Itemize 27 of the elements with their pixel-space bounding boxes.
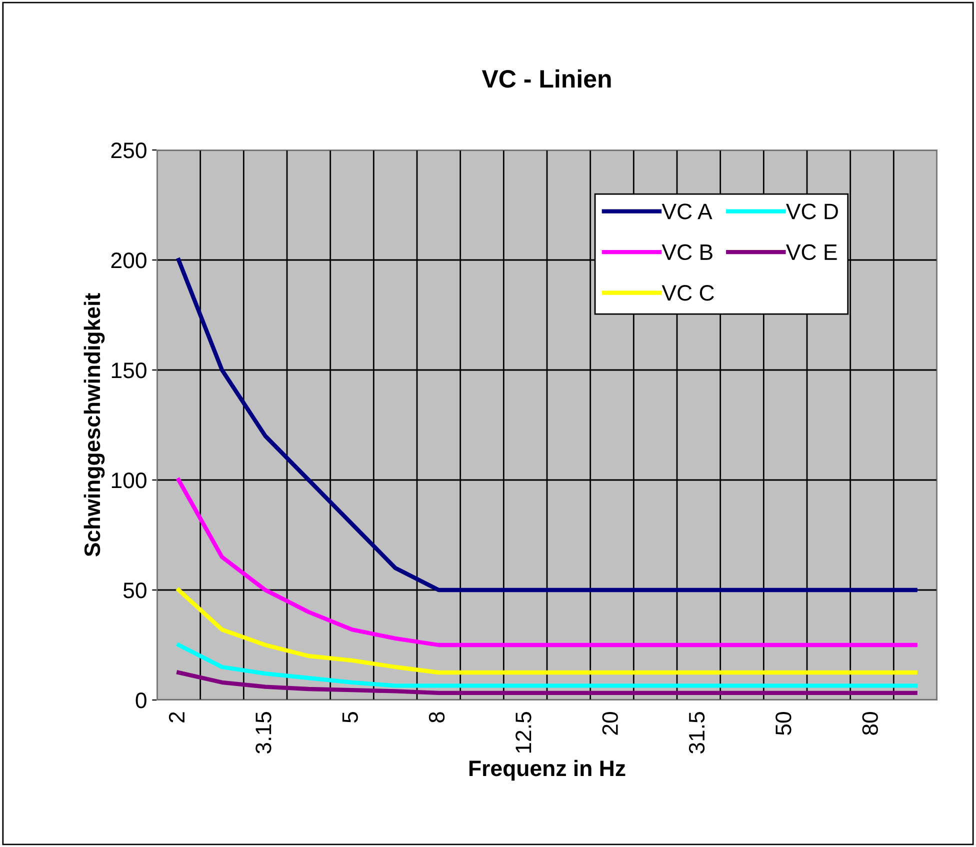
y-tick-label: 250 [111, 142, 146, 158]
legend-label: VC C [662, 285, 714, 301]
y-tick-label: 100 [112, 472, 146, 488]
y-tick-label: 200 [111, 252, 146, 268]
line-series [176, 478, 918, 648]
x-axis-title: Frequenz in Hz [469, 760, 626, 781]
legend-label: VC A [662, 204, 712, 220]
x-tick-label: 8 [428, 712, 445, 723]
x-tick-label: 2 [168, 712, 184, 722]
x-tick-label: 12.5 [516, 712, 532, 753]
y-tick-label: 50 [123, 582, 146, 598]
x-tick-label: 31.5 [688, 712, 705, 754]
x-tick-label: 80 [862, 712, 878, 735]
line-series [176, 670, 918, 696]
x-tick-label: 50 [776, 712, 792, 735]
y-tick-label: 0 [136, 692, 146, 708]
legend-label: VC B [662, 244, 712, 260]
x-tick-label: 3.15 [256, 712, 272, 754]
y-tick-label: 150 [112, 362, 146, 378]
x-tick-label: 5 [342, 712, 358, 723]
legend-label: VC E [786, 244, 837, 260]
chart-title: VC - Linien [482, 69, 611, 88]
line-series [176, 588, 918, 675]
line-series [176, 642, 918, 688]
x-tick-label: 20 [602, 712, 618, 735]
y-axis-title: Schwinggeschwindigkeit [84, 293, 105, 556]
legend-label: VC D [786, 204, 838, 220]
